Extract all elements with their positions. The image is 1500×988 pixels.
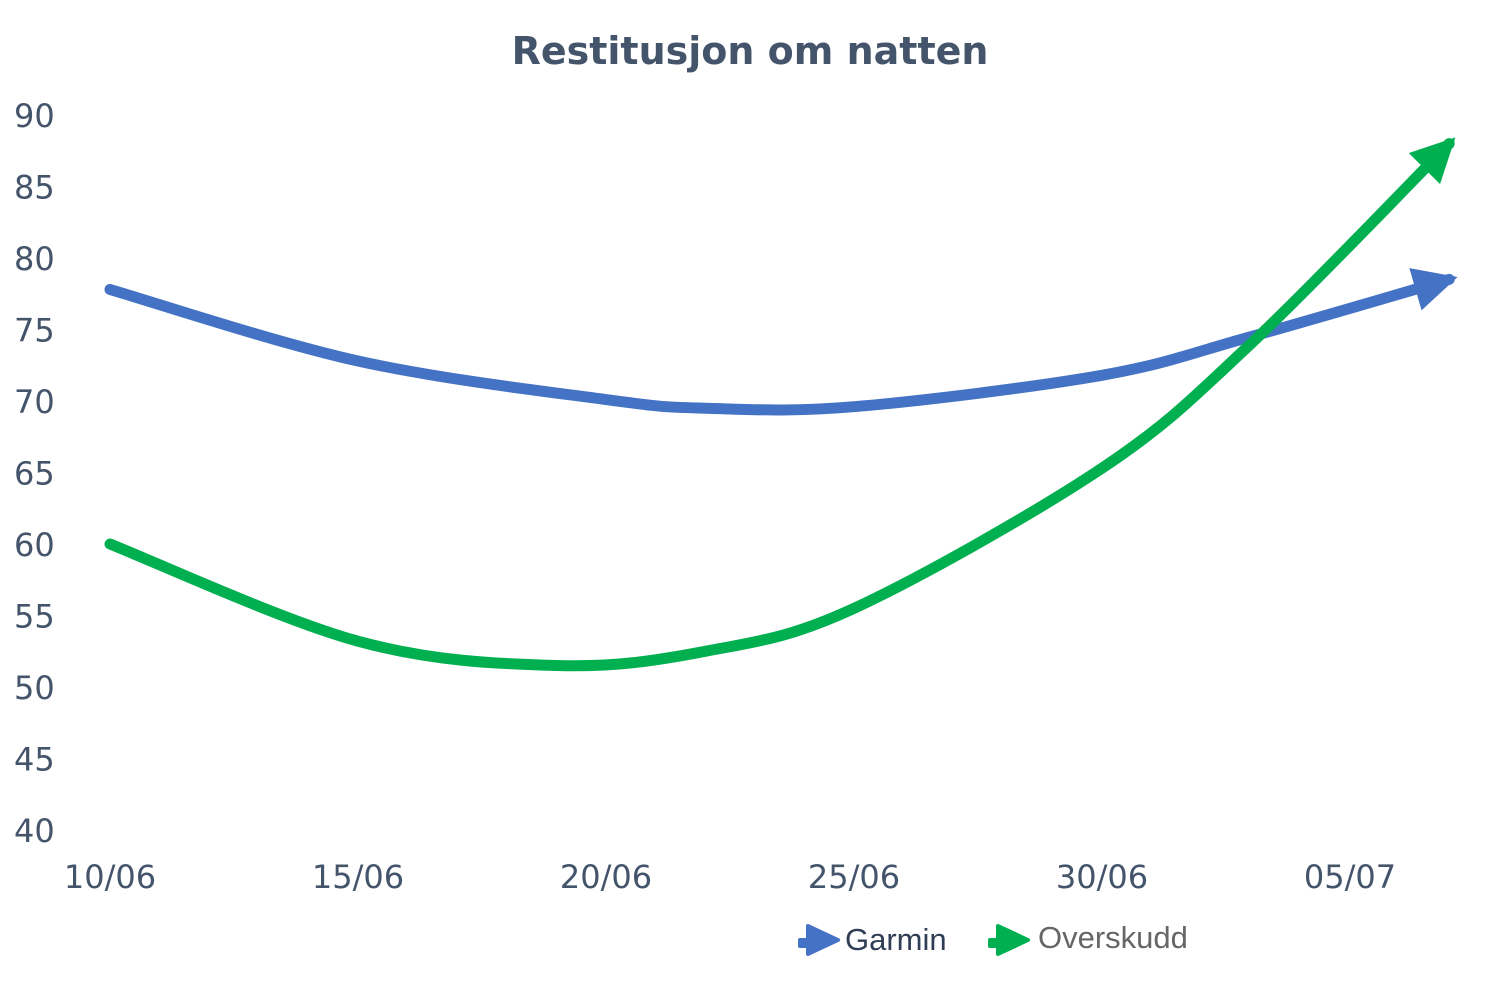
y-axis: 90 85 80 75 70 65 60 55 50 45 40 [14, 97, 55, 850]
legend-arrow-overskudd-icon [988, 924, 1030, 956]
x-tick-label: 20/06 [560, 858, 652, 896]
y-tick-label: 75 [14, 312, 55, 350]
y-tick-label: 50 [14, 669, 55, 707]
y-tick-label: 45 [14, 741, 55, 779]
legend-label-overskudd: Overskudd [1038, 920, 1188, 955]
chart-title: Restitusjon om natten [512, 29, 989, 73]
y-tick-label: 80 [14, 240, 55, 278]
legend-arrow-garmin-icon [798, 924, 840, 956]
y-tick-label: 55 [14, 598, 55, 636]
y-tick-label: 60 [14, 526, 55, 564]
series-line-garmin [104, 268, 1458, 416]
x-tick-label: 25/06 [808, 858, 900, 896]
x-axis: 10/06 15/06 20/06 25/06 30/06 05/07 [64, 858, 1396, 896]
x-tick-label: 10/06 [64, 858, 156, 896]
legend-item-overskudd: Overskudd [988, 920, 1188, 956]
x-tick-label: 05/07 [1304, 858, 1396, 896]
x-tick-label: 15/06 [312, 858, 404, 896]
y-tick-label: 85 [14, 169, 55, 207]
legend: Garmin Overskudd [798, 920, 1188, 957]
series-line-overskudd [104, 137, 1456, 672]
legend-label-garmin: Garmin [845, 922, 947, 957]
y-tick-label: 65 [14, 455, 55, 493]
x-tick-label: 30/06 [1056, 858, 1148, 896]
y-tick-label: 70 [14, 383, 55, 421]
y-tick-label: 40 [14, 812, 55, 850]
y-tick-label: 90 [14, 97, 55, 135]
series-layer [104, 137, 1458, 672]
legend-item-garmin: Garmin [798, 922, 947, 957]
